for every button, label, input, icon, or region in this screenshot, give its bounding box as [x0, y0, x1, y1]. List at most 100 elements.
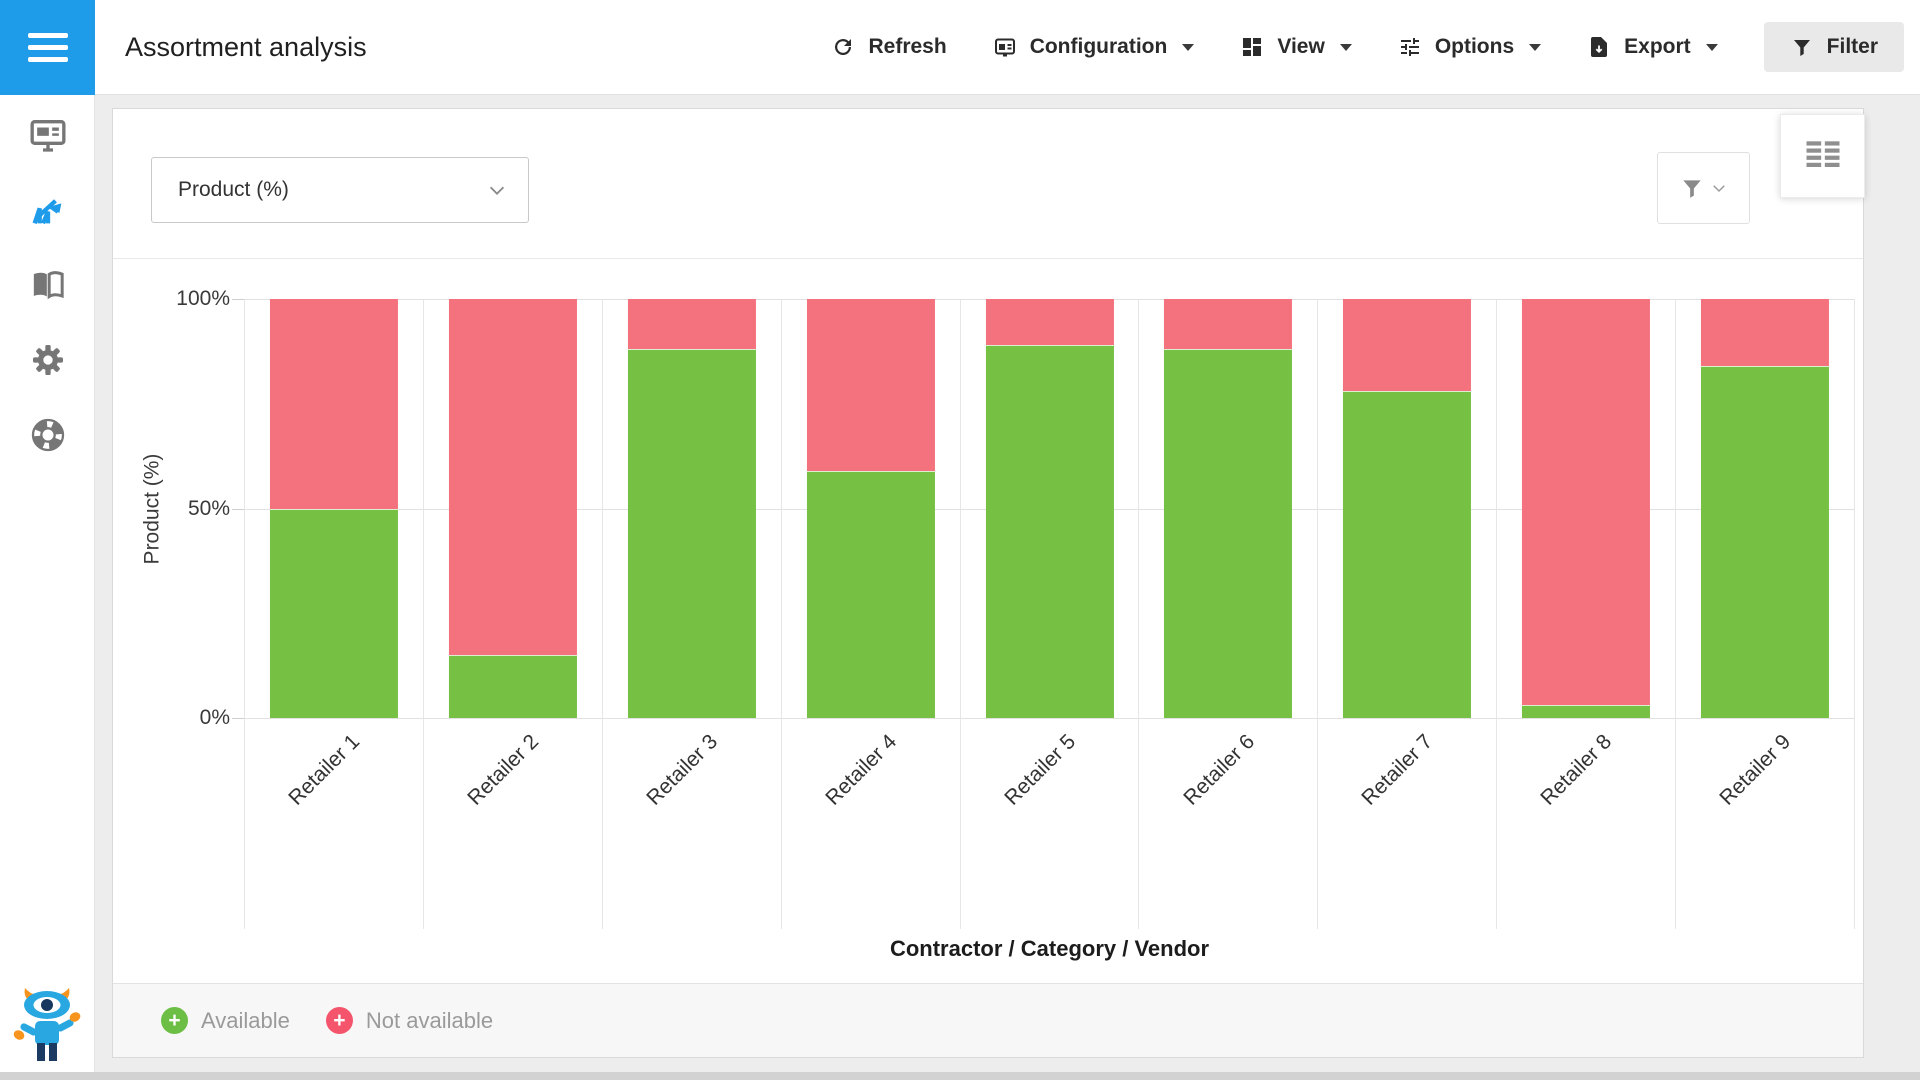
options-button[interactable]: Options: [1398, 35, 1542, 59]
x-axis-title: Contractor / Category / Vendor: [889, 936, 1210, 961]
chevron-down-icon: [1705, 43, 1718, 51]
hamburger-menu-button[interactable]: [0, 0, 95, 95]
sidebar-item-dashboard[interactable]: [24, 111, 72, 159]
legend-label: Available: [201, 1007, 290, 1033]
bar-retailer-1[interactable]: [269, 299, 398, 718]
category-label: Retailer 5: [999, 730, 1080, 810]
y-tick-label: 50%: [187, 496, 230, 520]
bar-segment-not-available[interactable]: [1164, 299, 1293, 350]
chevron-down-icon: [1713, 185, 1725, 193]
chart-filter-button[interactable]: [1657, 152, 1750, 224]
refresh-label: Refresh: [868, 35, 947, 58]
export-icon: [1591, 37, 1608, 57]
category-label: Retailer 8: [1536, 730, 1617, 810]
bar-segment-available[interactable]: [985, 345, 1114, 718]
bar-segment-available[interactable]: [269, 508, 398, 718]
support-icon: [31, 418, 64, 452]
sidebar-item-catalog[interactable]: [24, 261, 72, 309]
header: Assortment analysis Refresh Configuratio…: [95, 0, 1920, 95]
legend-item-not-available[interactable]: + Not available: [325, 1007, 494, 1034]
chevron-down-icon: [1182, 43, 1195, 51]
bar-segment-not-available[interactable]: [627, 299, 756, 350]
sidebar-item-analytics[interactable]: [24, 186, 72, 234]
options-icon: [1400, 38, 1419, 56]
bar-segment-not-available[interactable]: [806, 299, 935, 471]
hamburger-icon: [27, 33, 68, 38]
chevron-down-icon: [489, 186, 505, 195]
bar-segment-not-available[interactable]: [1522, 299, 1651, 706]
bar-segment-available[interactable]: [1343, 391, 1472, 718]
toolbar: Refresh Configuration View Options: [831, 22, 1904, 72]
catalog-icon: [33, 271, 64, 300]
y-tick: [232, 508, 244, 510]
category-label: Retailer 1: [284, 730, 365, 810]
options-label: Options: [1434, 35, 1515, 58]
bar-retailer-5[interactable]: [985, 299, 1114, 718]
view-toggle-button[interactable]: [1780, 114, 1865, 198]
bar-segment-not-available[interactable]: [1701, 299, 1830, 367]
category-label: Retailer 2: [463, 730, 544, 810]
assistant-mascot[interactable]: [8, 984, 86, 1068]
bar-retailer-6[interactable]: [1164, 299, 1293, 718]
export-label: Export: [1624, 35, 1691, 58]
view-button[interactable]: View: [1240, 35, 1352, 59]
bar-segment-available[interactable]: [627, 349, 756, 718]
list-grid-icon: [1806, 141, 1839, 167]
view-icon: [1243, 38, 1262, 56]
category-cell: Retailer 2: [424, 299, 603, 929]
bar-retailer-3[interactable]: [627, 299, 756, 718]
category-cell: Retailer 3: [603, 299, 782, 929]
y-axis-title: Product (%): [140, 453, 164, 565]
funnel-icon: [1683, 180, 1701, 198]
bar-retailer-8[interactable]: [1522, 299, 1651, 718]
dimension-select-value: Product (%): [178, 178, 289, 201]
bar-segment-not-available[interactable]: [448, 299, 577, 656]
legend-label: Not available: [365, 1007, 494, 1033]
export-button[interactable]: Export: [1587, 35, 1718, 59]
gridline: [244, 718, 1855, 719]
bar-segment-available[interactable]: [1164, 349, 1293, 718]
filter-icon: [1793, 40, 1810, 56]
configuration-label: Configuration: [1029, 35, 1168, 58]
dashboard-icon: [30, 120, 65, 152]
bar-segment-available[interactable]: [1522, 705, 1651, 718]
bar-retailer-9[interactable]: [1701, 299, 1830, 718]
refresh-button[interactable]: Refresh: [831, 35, 947, 59]
y-tick-label: 100%: [176, 287, 230, 310]
bar-retailer-2[interactable]: [448, 299, 577, 718]
category-label: Retailer 7: [1357, 730, 1438, 810]
configuration-icon: [994, 38, 1015, 57]
category-cell: Retailer 8: [1497, 299, 1677, 929]
view-label: View: [1277, 35, 1325, 58]
configuration-button[interactable]: Configuration: [993, 35, 1195, 59]
sidebar-item-settings[interactable]: [24, 336, 72, 384]
refresh-icon: [835, 39, 852, 56]
plus-circle-icon: +: [161, 1007, 188, 1034]
bar-segment-not-available[interactable]: [269, 299, 398, 509]
analytics-icon: [32, 199, 61, 225]
bar-segment-available[interactable]: [806, 470, 935, 718]
sidebar-item-support[interactable]: [24, 411, 72, 459]
category-label: Retailer 4: [821, 730, 901, 810]
report-panel: Product (%) 0% 50% 100% Product (%) Retail…: [112, 108, 1865, 1058]
filter-button[interactable]: Filter: [1763, 22, 1904, 72]
dimension-select[interactable]: Product (%): [151, 157, 529, 223]
chevron-down-icon: [1529, 43, 1542, 51]
filter-label: Filter: [1826, 35, 1878, 58]
chart-legend: + Available + Not available: [113, 983, 1863, 1057]
category-cell: Retailer 9: [1676, 299, 1856, 929]
bar-segment-not-available[interactable]: [1343, 299, 1472, 392]
page-title: Assortment analysis: [125, 31, 367, 62]
category-label: Retailer 9: [1715, 730, 1796, 810]
category-cell: Retailer 6: [1139, 299, 1319, 929]
category-cell: Retailer 5: [961, 299, 1140, 929]
settings-icon: [32, 345, 63, 375]
bar-segment-available[interactable]: [448, 655, 577, 718]
plus-circle-icon: +: [325, 1007, 353, 1034]
bar-retailer-7[interactable]: [1343, 299, 1472, 718]
legend-item-available[interactable]: + Available: [161, 1007, 290, 1034]
bar-segment-available[interactable]: [1701, 366, 1830, 718]
bar-segment-not-available[interactable]: [985, 299, 1114, 346]
bar-retailer-4[interactable]: [806, 299, 935, 718]
y-tick: [232, 718, 244, 719]
